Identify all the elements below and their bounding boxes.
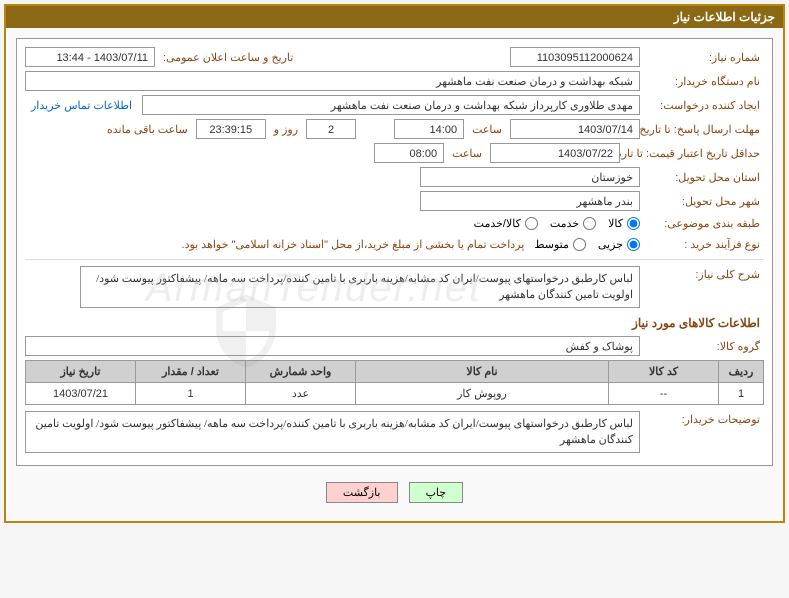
row-need-desc: شرح کلی نیاز: لباس کارطبق درخواستهای پیو… [25,266,764,308]
field-valid-time: 08:00 [374,143,444,163]
radio-goods-service[interactable]: کالا/خدمت [474,217,538,230]
radio-medium[interactable]: متوسط [534,238,586,251]
radio-service-label: خدمت [550,217,579,230]
field-buyer-notes: لباس کارطبق درخواستهای پیوست/ایران کد مش… [25,411,640,453]
row-requester: ایجاد کننده درخواست: مهدی طلاوری کارپردا… [25,95,764,115]
label-goods-group: گروه کالا: [644,338,764,355]
field-valid-date: 1403/07/22 [490,143,620,163]
label-province: استان محل تحویل: [644,169,764,186]
row-subject-cat: طبقه بندی موضوعی: کالا خدمت کالا/خدمت [25,215,764,232]
label-subject-cat: طبقه بندی موضوعی: [644,215,764,232]
back-button[interactable]: بازگشت [326,482,398,503]
radio-partial-label: جزیی [598,238,623,251]
td-date: 1403/07/21 [26,383,136,405]
print-button[interactable]: چاپ [409,482,464,503]
td-code: -- [609,383,719,405]
radio-goods-service-label: کالا/خدمت [474,217,521,230]
field-goods-group: پوشاک و کفش [25,336,640,356]
row-city: شهر محل تحویل: بندر ماهشهر [25,191,764,211]
row-buy-process: نوع فرآیند خرید : جزیی متوسط پرداخت تمام… [25,236,764,253]
field-time-left: 23:39:15 [196,119,266,139]
radio-medium-input[interactable] [573,238,586,251]
field-buyer-org: شبکه بهداشت و درمان صنعت نفت ماهشهر [25,71,640,91]
label-announce-dt: تاریخ و ساعت اعلان عمومی: [159,49,297,66]
field-province: خوزستان [420,167,640,187]
process-radio-group: جزیی متوسط [534,238,640,251]
th-idx: ردیف [719,361,764,383]
label-buyer-org: نام دستگاه خریدار: [644,73,764,90]
radio-medium-label: متوسط [534,238,569,251]
th-code: کد کالا [609,361,719,383]
th-date: تاریخ نیاز [26,361,136,383]
radio-partial-input[interactable] [627,238,640,251]
radio-partial[interactable]: جزیی [598,238,640,251]
field-resp-time: 14:00 [394,119,464,139]
goods-table: ردیف کد کالا نام کالا واحد شمارش تعداد /… [25,360,764,405]
radio-goods-label: کالا [608,217,623,230]
label-need-desc: شرح کلی نیاز: [644,266,764,283]
field-resp-date: 1403/07/14 [510,119,640,139]
radio-service-input[interactable] [583,217,596,230]
label-hour-1: ساعت [468,121,506,138]
row-need-no: شماره نیاز: 1103095112000624 تاریخ و ساع… [25,47,764,67]
label-city: شهر محل تحویل: [644,193,764,210]
radio-goods-input[interactable] [627,217,640,230]
td-qty: 1 [136,383,246,405]
row-response-deadline: مهلت ارسال پاسخ: تا تاریخ: 1403/07/14 سا… [25,119,764,139]
td-name: روپوش کار [356,383,609,405]
td-unit: عدد [246,383,356,405]
field-days-left: 2 [306,119,356,139]
button-row: چاپ بازگشت [16,474,773,511]
row-validity-deadline: حداقل تاریخ اعتبار قیمت: تا تاریخ: 1403/… [25,143,764,163]
label-response-deadline: مهلت ارسال پاسخ: تا تاریخ: [644,121,764,138]
details-frame: شماره نیاز: 1103095112000624 تاریخ و ساع… [16,38,773,466]
th-unit: واحد شمارش [246,361,356,383]
label-need-no: شماره نیاز: [644,49,764,66]
label-buyer-notes: توضیحات خریدار: [644,411,764,428]
th-name: نام کالا [356,361,609,383]
field-requester: مهدی طلاوری کارپرداز شبکه بهداشت و درمان… [142,95,640,115]
subject-radio-group: کالا خدمت کالا/خدمت [474,217,640,230]
row-buyer-org: نام دستگاه خریدار: شبکه بهداشت و درمان ص… [25,71,764,91]
content-area: شماره نیاز: 1103095112000624 تاریخ و ساع… [6,28,783,521]
section-goods-info: اطلاعات کالاهای مورد نیاز [29,316,760,330]
table-row: 1 -- روپوش کار عدد 1 1403/07/21 [26,383,764,405]
td-idx: 1 [719,383,764,405]
radio-goods-service-input[interactable] [525,217,538,230]
payment-note: پرداخت تمام یا بخشی از مبلغ خرید،از محل … [176,236,531,253]
field-need-no: 1103095112000624 [510,47,640,67]
field-need-desc: لباس کارطبق درخواستهای پیوست/ایران کد مش… [80,266,640,308]
radio-goods[interactable]: کالا [608,217,640,230]
field-city: بندر ماهشهر [420,191,640,211]
buyer-contact-link[interactable]: اطلاعات تماس خریدار [25,97,138,114]
panel-title: جزئیات اطلاعات نیاز [6,6,783,28]
label-buy-process: نوع فرآیند خرید : [644,236,764,253]
main-panel: ArmanTender.net جزئیات اطلاعات نیاز شمار… [4,4,785,523]
row-province: استان محل تحویل: خوزستان [25,167,764,187]
row-goods-group: گروه کالا: پوشاک و کفش [25,336,764,356]
label-day-and: روز و [270,121,302,138]
label-requester: ایجاد کننده درخواست: [644,97,764,114]
label-validity-deadline: حداقل تاریخ اعتبار قیمت: تا تاریخ: [624,145,764,162]
field-announce-dt: 1403/07/11 - 13:44 [25,47,155,67]
radio-service[interactable]: خدمت [550,217,596,230]
label-remaining: ساعت باقی مانده [103,121,192,138]
label-hour-2: ساعت [448,145,486,162]
th-qty: تعداد / مقدار [136,361,246,383]
row-buyer-notes: توضیحات خریدار: لباس کارطبق درخواستهای پ… [25,411,764,453]
